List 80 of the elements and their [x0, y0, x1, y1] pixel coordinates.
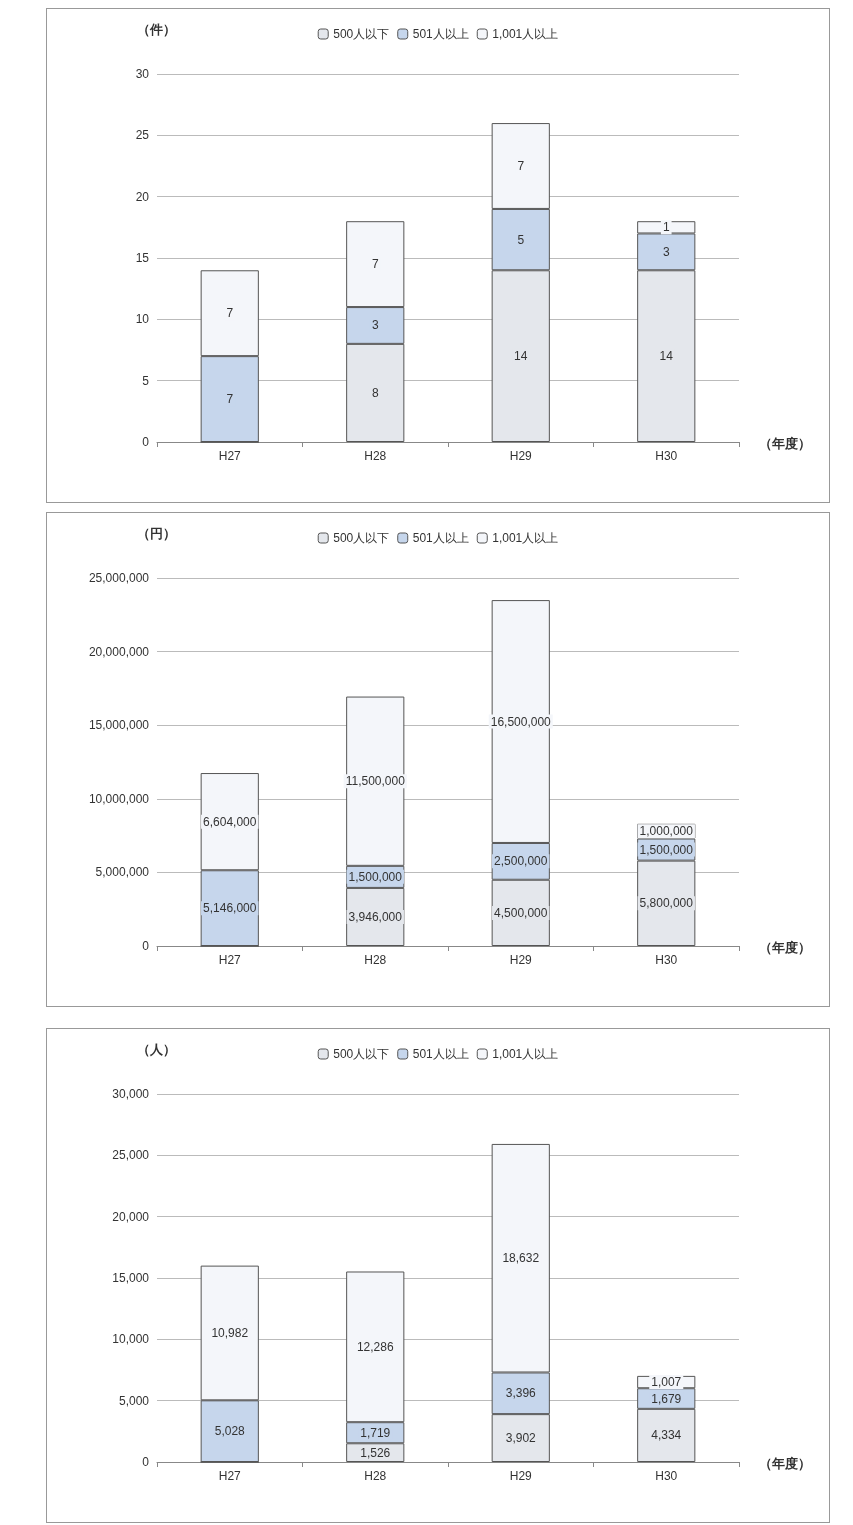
y-axis-title: （円）: [137, 526, 176, 541]
data-label: 7: [371, 257, 379, 272]
y-tick-label: 15,000: [112, 1271, 150, 1285]
legend-label: 500人以下: [333, 1047, 390, 1061]
data-label: 5,146,000: [203, 901, 257, 916]
y-tick-label: 0: [142, 939, 150, 953]
y-tick-label: 10,000,000: [88, 791, 150, 806]
data-label: 18,632: [502, 1251, 540, 1266]
y-tick-label: 20,000,000: [88, 644, 150, 659]
data-label: 7: [226, 392, 234, 407]
data-label: 5,028: [214, 1424, 246, 1439]
y-tick-label: 25,000,000: [88, 571, 150, 585]
y-tick-label: 0: [142, 435, 150, 449]
data-label: 1,526: [360, 1445, 391, 1460]
data-label: 6,604,000: [203, 814, 257, 829]
y-tick-label: 30: [135, 67, 150, 81]
x-tick-label: H30: [655, 953, 678, 967]
x-tick-label: H29: [509, 953, 533, 967]
data-label: 4,500,000: [494, 905, 548, 920]
data-label: 8: [371, 385, 379, 400]
y-tick-label: 0: [142, 1455, 150, 1469]
y-tick-label: 10: [135, 312, 150, 327]
data-label: 1,719: [360, 1425, 391, 1440]
y-tick-label: 20,000: [112, 1209, 150, 1224]
y-axis-title: （人）: [137, 1042, 176, 1057]
x-tick-label: H30: [655, 449, 678, 463]
data-label: 1,000,000: [639, 824, 694, 839]
data-label: 5,800,000: [639, 896, 694, 911]
data-label: 7: [517, 159, 525, 173]
x-tick-label: H28: [364, 1469, 387, 1483]
legend-label: 501人以上: [412, 1047, 469, 1061]
data-label: 14: [514, 349, 528, 364]
legend-label: 1,001人以上: [492, 27, 559, 41]
data-label: 16,500,000: [490, 714, 552, 729]
y-tick-label: 5: [142, 373, 150, 388]
legend-label: 500人以下: [333, 27, 390, 41]
y-tick-label: 20: [135, 189, 150, 204]
x-tick-label: H29: [509, 1469, 533, 1483]
data-label: 3,902: [505, 1431, 537, 1446]
x-tick-label: H29: [509, 449, 533, 463]
x-axis-title: （年度）: [759, 940, 811, 955]
data-label: 3,396: [505, 1386, 537, 1401]
x-axis-title: （年度）: [759, 1456, 811, 1471]
x-tick-label: H27: [218, 953, 242, 967]
x-tick-label: H28: [364, 449, 387, 463]
y-tick-label: 5,000: [118, 1393, 150, 1408]
data-label: 11,500,000: [345, 774, 406, 789]
y-tick-label: 15: [135, 251, 150, 265]
legend-label: 1,001人以上: [492, 1047, 559, 1061]
data-label: 4,334: [651, 1428, 682, 1443]
legend-label: 501人以上: [412, 531, 469, 545]
y-tick-label: 15,000,000: [88, 718, 150, 733]
data-label: 3,946,000: [348, 909, 403, 924]
x-axis-title: （年度）: [759, 436, 811, 451]
y-tick-label: 25,000: [112, 1148, 150, 1163]
data-label: 12,286: [356, 1339, 394, 1354]
data-label: 3: [371, 318, 379, 333]
legend-label: 500人以下: [333, 531, 390, 545]
x-tick-label: H27: [218, 449, 242, 463]
y-tick-label: 30,000: [112, 1087, 150, 1101]
x-tick-label: H27: [218, 1469, 242, 1483]
legend-label: 1,001人以上: [492, 531, 559, 545]
y-tick-label: 10,000: [112, 1332, 150, 1347]
y-tick-label: 5,000,000: [95, 865, 150, 880]
data-label: 1,500,000: [348, 869, 403, 884]
x-tick-label: H28: [364, 953, 387, 967]
data-label: 7: [226, 306, 234, 321]
y-tick-label: 25: [135, 128, 150, 143]
data-label: 1,007: [651, 1375, 682, 1390]
data-label: 5: [517, 232, 525, 247]
data-label: 1: [662, 220, 670, 235]
data-label: 1,500,000: [639, 842, 694, 857]
y-axis-title: （件）: [137, 22, 176, 37]
data-label: 10,982: [211, 1325, 249, 1340]
legend-label: 501人以上: [412, 27, 469, 41]
data-label: 2,500,000: [494, 854, 548, 869]
data-label: 14: [659, 349, 674, 364]
data-label: 3: [662, 244, 670, 259]
x-tick-label: H30: [655, 1469, 678, 1483]
data-label: 1,679: [651, 1391, 682, 1406]
